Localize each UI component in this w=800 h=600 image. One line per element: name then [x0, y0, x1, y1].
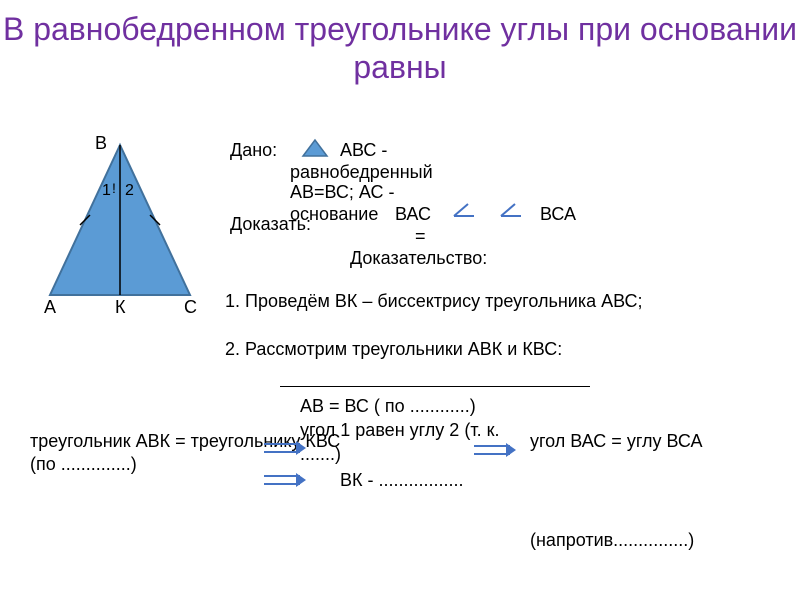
- label-k: К: [115, 297, 126, 317]
- opposite-text: (напротив...............): [530, 530, 694, 551]
- ab-eq-bc: АВ = ВС ( по ............): [300, 396, 476, 417]
- proof-label: Доказательство:: [350, 248, 487, 269]
- label-2: 2: [125, 182, 134, 199]
- arrow-icon: [470, 440, 520, 460]
- angle-icon: [497, 200, 525, 220]
- small-triangle-icon: [300, 138, 330, 158]
- label-b: В: [95, 135, 107, 153]
- proof-step-2: 2. Рассмотрим треугольники АВК и КВС:: [225, 338, 725, 361]
- brace-line: [280, 386, 590, 387]
- svg-text:!: !: [112, 180, 116, 196]
- bk-text: ВК - .................: [340, 470, 464, 491]
- abbc-label: АВ=ВС; АС -: [290, 182, 395, 203]
- bac-label: ВАС: [395, 204, 431, 225]
- page-title: В равнобедренном треугольнике углы при о…: [0, 0, 800, 87]
- arrow-icon: [260, 470, 310, 490]
- triangle-abk-eq: треугольник АВК = треугольнику КВС (по .…: [30, 430, 370, 475]
- label-c: С: [184, 297, 197, 317]
- label-a: А: [44, 297, 56, 317]
- proof-step-1: 1. Проведём ВК – биссектрису треугольник…: [225, 290, 725, 313]
- eq-label: =: [415, 226, 426, 247]
- angle-icon: [450, 200, 478, 220]
- arrow-icon: [260, 438, 310, 458]
- abc-label: АВС -: [340, 140, 387, 161]
- bac-eq-bca: угол ВАС = углу ВСА: [530, 430, 730, 453]
- prove-label: Доказать:: [230, 215, 300, 235]
- bca-label: ВСА: [540, 204, 576, 225]
- label-1: 1: [102, 182, 111, 199]
- triangle-diagram: А К С В 1 ! 2: [30, 135, 210, 335]
- given-label: Дано:: [230, 140, 277, 161]
- iso-label: равнобедренный: [290, 162, 433, 183]
